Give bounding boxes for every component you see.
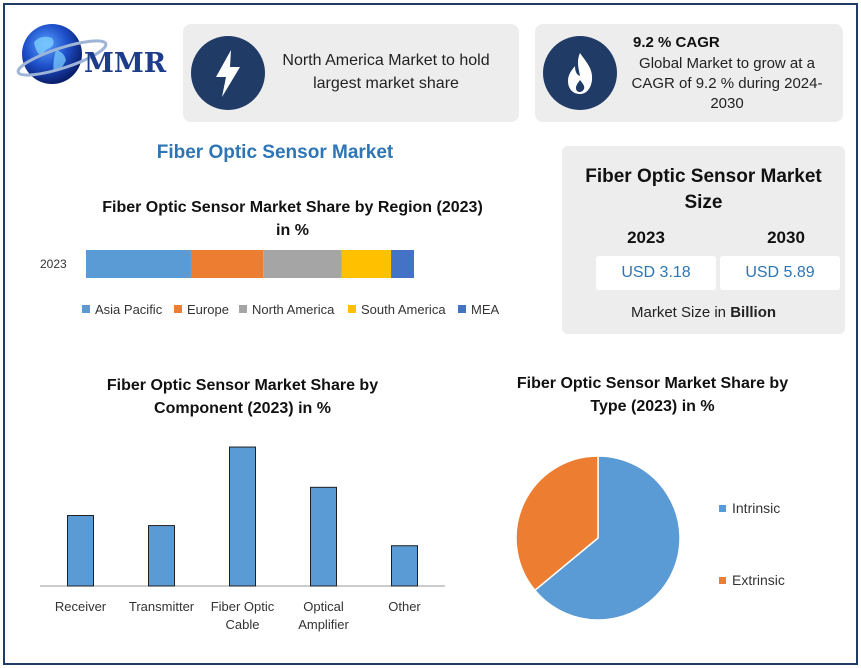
region-chart-title: Fiber Optic Sensor Market Share by Regio…	[102, 199, 483, 239]
type-chart-title: Fiber Optic Sensor Market Share by Type …	[516, 375, 789, 415]
pie-slice-intrinsic	[533, 455, 681, 621]
component-bar-3	[310, 486, 337, 587]
component-label-2-0: Fiber Optic	[211, 599, 275, 614]
market-size-panel: Fiber Optic Sensor Market Size 2023 2030…	[562, 146, 845, 334]
region-legend-swatch-2	[239, 305, 247, 313]
region-chart: 2023 Asia Pacific Europe North America South…	[40, 250, 500, 317]
region-legend-label-4: MEA	[471, 302, 500, 317]
component-label-2-1: Cable	[226, 617, 260, 632]
page-frame	[3, 3, 858, 665]
year-2030-label: 2030	[767, 228, 805, 247]
pie-slice-extrinsic	[515, 455, 599, 592]
market-size-note-unit: Billion	[730, 304, 777, 321]
component-bar-0	[67, 515, 94, 587]
region-bar-segment-4	[391, 250, 414, 278]
globe-icon	[16, 24, 108, 84]
market-size-note: Market Size in Billion	[562, 304, 845, 321]
pie-legend-swatch-1	[719, 577, 726, 584]
north-america-info-text: North America Market to hold largest mar…	[282, 52, 490, 92]
component-bar-1	[148, 525, 175, 587]
type-chart: Intrinsic Extrinsic	[515, 455, 785, 621]
value-2030: USD 5.89	[720, 256, 840, 290]
component-label-4-0: Other	[388, 599, 421, 614]
region-legend-label-2: North America	[252, 302, 335, 317]
region-legend-label-0: Asia Pacific	[95, 302, 163, 317]
year-2023-label: 2023	[627, 228, 665, 247]
region-legend-label-1: Europe	[187, 302, 229, 317]
pie-legend-label-0: Intrinsic	[732, 500, 780, 516]
region-legend-label-3: South America	[361, 302, 446, 317]
market-size-note-prefix: Market Size in	[630, 304, 731, 321]
component-bar-2	[229, 446, 256, 587]
region-legend-swatch-4	[458, 305, 466, 313]
lightning-icon	[191, 36, 265, 110]
value-2023: USD 3.18	[596, 256, 716, 290]
pie-legend-swatch-0	[719, 505, 726, 512]
region-legend-swatch-0	[82, 305, 90, 313]
cagr-info-box: 9.2 % CAGR Global Market to grow at a CA…	[535, 24, 843, 122]
flame-icon	[543, 36, 617, 110]
mmr-logo: MMR	[14, 20, 174, 92]
component-chart: Receiver Transmitter Fiber Optic Cable Optic…	[40, 446, 445, 632]
market-size-title: Fiber Optic Sensor Market Size	[585, 166, 822, 213]
pie-legend-label-1: Extrinsic	[732, 572, 785, 588]
region-bar-segment-3	[341, 250, 392, 278]
component-chart-title: Fiber Optic Sensor Market Share by Compo…	[106, 377, 379, 417]
north-america-info-box: North America Market to hold largest mar…	[183, 24, 519, 122]
cagr-info-text: Global Market to grow at a CAGR of 9.2 %…	[631, 55, 823, 112]
region-bar-segment-1	[190, 250, 264, 278]
component-bar-4	[391, 545, 418, 587]
component-label-1-0: Transmitter	[129, 599, 195, 614]
cagr-title: 9.2 % CAGR	[633, 34, 720, 51]
component-label-3-0: Optical	[303, 599, 344, 614]
region-category-label: 2023	[40, 257, 67, 271]
region-legend-swatch-3	[348, 305, 356, 313]
logo-text: MMR	[84, 48, 167, 79]
page-title: Fiber Optic Sensor Market	[156, 142, 394, 163]
region-bar-segment-2	[263, 250, 342, 278]
component-label-3-1: Amplifier	[298, 617, 349, 632]
region-bar-segment-0	[86, 250, 191, 278]
region-legend-swatch-1	[174, 305, 182, 313]
component-label-0-0: Receiver	[55, 599, 107, 614]
